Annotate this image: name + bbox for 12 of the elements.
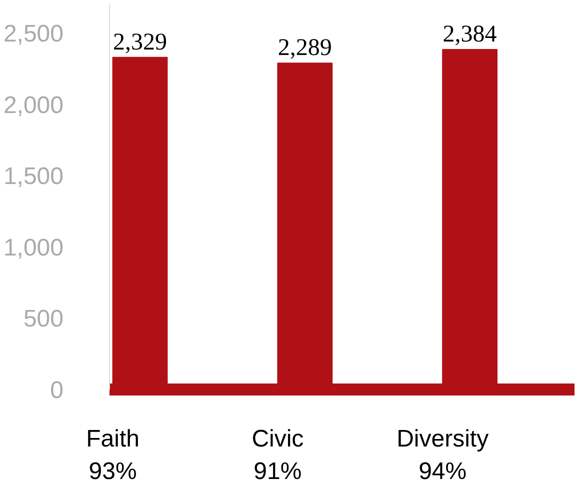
y-tick-label: 0 — [50, 377, 64, 404]
y-tick-label: 1,000 — [3, 234, 64, 262]
y-tick-label: 2,500 — [3, 20, 64, 48]
x-tick-label: Civic 91% — [252, 426, 304, 485]
y-tick-label: 2,000 — [3, 92, 64, 119]
data-label: 2,289 — [278, 35, 332, 62]
y-tick-label: 1,500 — [3, 163, 64, 190]
x-tick-label: Faith 93% — [86, 426, 140, 485]
data-label: 2,329 — [113, 29, 168, 56]
data-label: 2,384 — [442, 22, 497, 48]
x-tick-label: Diversity 94% — [396, 426, 489, 485]
y-tick-label: 500 — [23, 306, 64, 333]
